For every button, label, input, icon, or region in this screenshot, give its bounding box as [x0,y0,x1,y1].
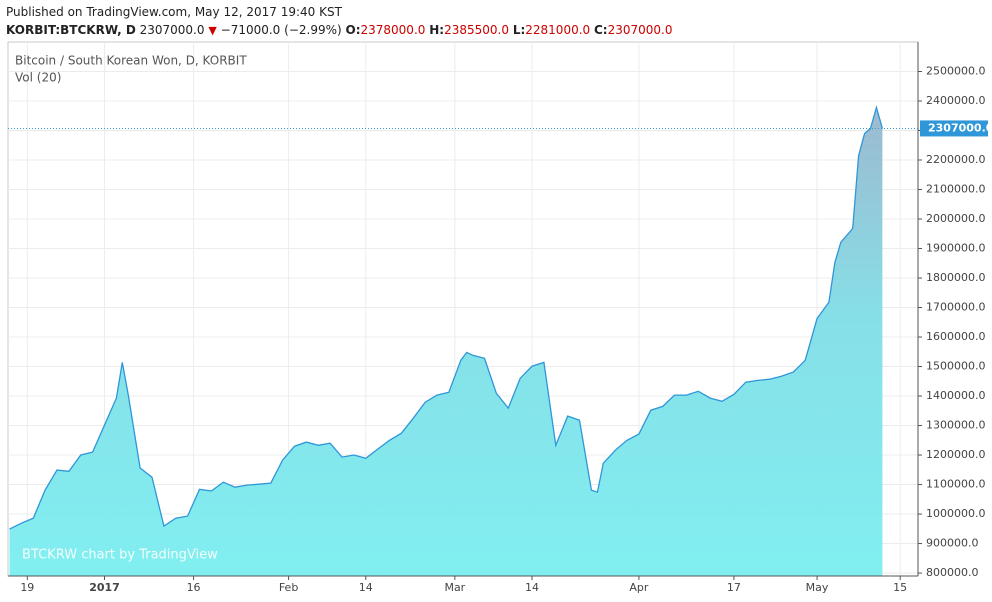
x-tick-label: 19 [20,581,34,594]
x-tick-label: 16 [187,581,201,594]
y-tick-label: 2100000.0 [926,183,986,196]
x-tick-label: Feb [279,581,298,594]
x-tick-label: May [806,581,829,594]
chart-title: Bitcoin / South Korean Won, D, KORBIT [15,54,247,68]
y-tick-label: 1900000.0 [926,242,986,255]
y-tick-label: 800000.0 [926,566,979,579]
header: Published on TradingView.com, May 12, 20… [6,3,673,40]
last-price: 2307000.0 [139,23,205,37]
last-price-label: 2307000.0 [928,121,992,134]
ohlc-label: C: [594,23,608,37]
last-price-box [920,120,988,137]
x-tick-label: Mar [444,581,465,594]
area-fill [9,107,883,576]
price-line [9,105,884,530]
down-icon: ▼ [208,24,217,37]
y-tick-label: 1000000.0 [926,507,986,520]
y-tick-label: 1700000.0 [926,301,986,314]
y-tick-label: 900000.0 [926,537,979,550]
ohlc: O:2378000.0 H:2385500.0 L:2281000.0 C:23… [346,23,673,37]
ohlc-value: 2307000.0 [607,23,673,37]
volume-label: Vol (20) [15,71,61,85]
y-tick-label: 1800000.0 [926,271,986,284]
y-tick-label: 1100000.0 [926,478,986,491]
published: Published on TradingView.com, May 12, 20… [6,5,342,19]
y-tick-label: 1500000.0 [926,360,986,373]
watermark: BTCKRW chart by TradingView [22,548,218,563]
y-tick-label: 2400000.0 [926,94,986,107]
ohlc-label: O: [345,23,361,37]
ohlc-value: 2385500.0 [444,23,509,37]
x-tick-label: 14 [525,581,539,594]
y-tick-label: 2500000.0 [926,65,986,78]
y-tick-label: 1400000.0 [926,389,986,402]
change: −71000.0 (−2.99%) [220,23,342,37]
ohlc-value: 2281000.0 [525,23,591,37]
x-tick-label: Apr [629,581,649,594]
x-tick-label: 2017 [89,581,120,594]
x-tick-label: 15 [893,581,907,594]
symbol: KORBIT:BTCKRW, D [6,23,136,37]
y-tick-label: 2200000.0 [926,153,986,166]
ohlc-label: H: [429,23,445,37]
y-tick-label: 1200000.0 [926,448,986,461]
y-tick-label: 2000000.0 [926,212,986,225]
x-tick-label: 17 [727,581,741,594]
y-tick-label: 1300000.0 [926,419,986,432]
ohlc-value: 2378000.0 [360,23,426,37]
y-tick-label: 1600000.0 [926,330,986,343]
quote-line: KORBIT:BTCKRW, D 2307000.0 ▼ −71000.0 (−… [6,21,673,40]
ohlc-label: L: [512,23,526,37]
x-tick-label: 14 [359,581,373,594]
